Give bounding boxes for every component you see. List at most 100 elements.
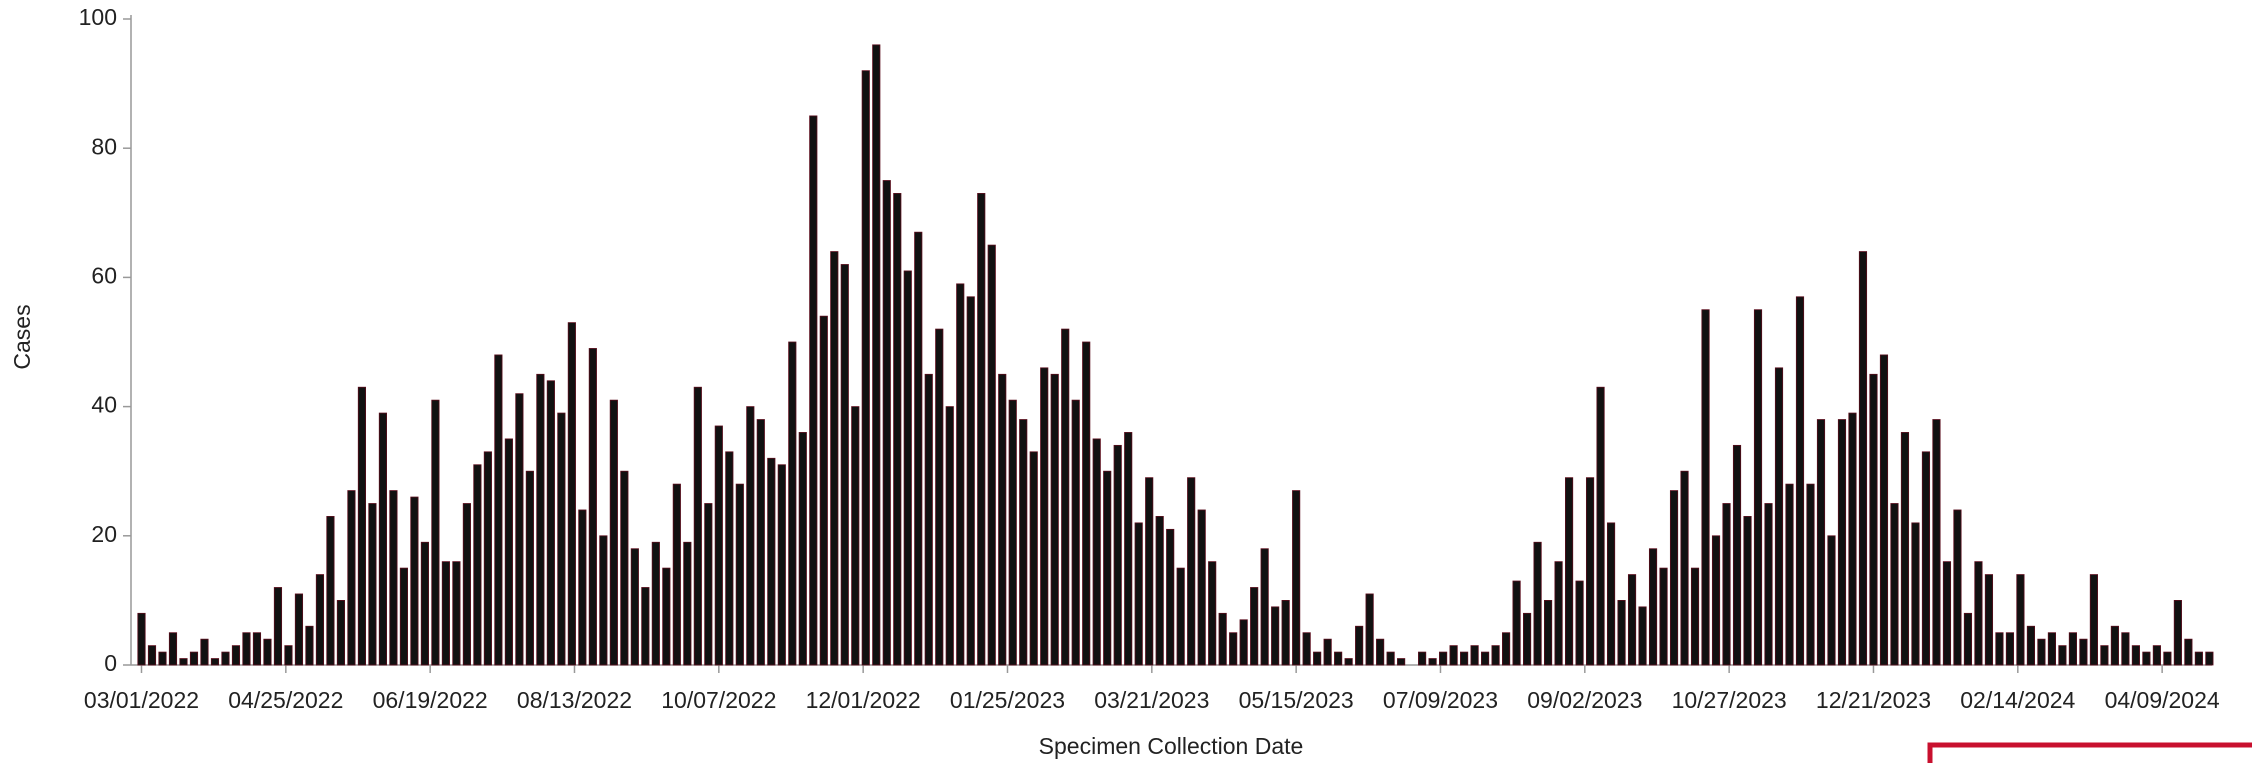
bar (1963, 612, 1973, 666)
bar (756, 419, 765, 666)
bar (368, 503, 377, 666)
bar (1323, 638, 1332, 666)
bar (2089, 574, 2098, 666)
bar (1921, 451, 1931, 666)
bar (1764, 503, 1773, 666)
bar (935, 328, 944, 666)
bar (1564, 477, 1574, 666)
bar (1711, 535, 1721, 666)
bar (305, 625, 314, 666)
bar (1606, 522, 1616, 666)
bar (294, 593, 304, 666)
bar (809, 115, 818, 666)
y-tick-label: 0 (104, 650, 117, 676)
bar (2026, 625, 2036, 666)
bar (1103, 470, 1112, 666)
bar (1218, 612, 1227, 666)
bar (357, 386, 367, 666)
bar (1806, 483, 1815, 666)
bar (1837, 419, 1847, 666)
y-tick-label: 100 (79, 4, 117, 30)
bar (1627, 574, 1637, 666)
bar (651, 541, 660, 666)
bar (2173, 600, 2182, 666)
bar (347, 490, 356, 666)
bar (504, 438, 513, 666)
bar (389, 490, 398, 666)
bar (1585, 477, 1595, 666)
bar (1439, 651, 1448, 666)
bar (1197, 509, 1206, 666)
bar (200, 638, 209, 666)
bar (483, 451, 492, 666)
bar (420, 541, 429, 666)
bar (1229, 632, 1238, 666)
bar (1313, 651, 1322, 666)
bar (662, 567, 671, 666)
bar (410, 496, 419, 666)
bar (1984, 574, 1994, 666)
bar (2037, 638, 2046, 666)
bar (1554, 561, 1563, 666)
bar (2152, 645, 2161, 666)
bar (2131, 645, 2140, 666)
bar (1124, 432, 1133, 666)
bar (1092, 438, 1101, 666)
bar (914, 231, 923, 666)
bar (252, 632, 262, 666)
bar (1187, 477, 1196, 666)
bar (462, 503, 471, 666)
bar (1271, 606, 1280, 666)
bar (1722, 503, 1731, 666)
bar (578, 509, 587, 666)
bar (767, 457, 776, 666)
bar (609, 399, 618, 666)
bar (630, 548, 639, 666)
bar (683, 541, 692, 666)
bar (1659, 567, 1668, 666)
bar (903, 270, 912, 666)
bar (1795, 296, 1805, 666)
bar (1134, 522, 1143, 666)
bar (1816, 419, 1826, 666)
bar (1512, 580, 1521, 666)
bar (2079, 638, 2088, 666)
bar (431, 399, 440, 666)
bar (1879, 354, 1889, 666)
bar (872, 44, 881, 666)
bar (1481, 651, 1490, 666)
bar (672, 483, 681, 666)
x-tick-label: 10/07/2022 (661, 687, 776, 713)
bar (725, 451, 734, 666)
bar (525, 470, 534, 666)
bar (1932, 419, 1941, 666)
bar (819, 315, 828, 666)
y-tick-label: 60 (91, 262, 117, 288)
y-tick-label: 20 (91, 521, 117, 547)
bar (1428, 658, 1437, 666)
bar (851, 406, 860, 666)
bar (2163, 651, 2172, 666)
x-tick-label: 12/01/2022 (806, 687, 921, 713)
bar (977, 193, 986, 666)
bar (798, 432, 807, 666)
bar (210, 658, 220, 666)
bar (924, 373, 933, 666)
bar (1827, 535, 1836, 666)
bar (452, 561, 461, 666)
x-axis-label: Specimen Collection Date (1039, 733, 1304, 759)
bar (1900, 432, 1910, 666)
bar (1386, 651, 1395, 666)
bar (1166, 528, 1175, 666)
bar (2184, 638, 2193, 666)
bar (1942, 561, 1952, 666)
bar (1008, 399, 1017, 666)
bar (693, 386, 702, 666)
x-tick-label: 02/14/2024 (1960, 687, 2075, 713)
x-tick-label: 05/15/2023 (1239, 687, 1354, 713)
bar (1690, 567, 1700, 666)
bar (473, 464, 482, 666)
bar (1082, 341, 1091, 666)
bar (2058, 645, 2067, 666)
